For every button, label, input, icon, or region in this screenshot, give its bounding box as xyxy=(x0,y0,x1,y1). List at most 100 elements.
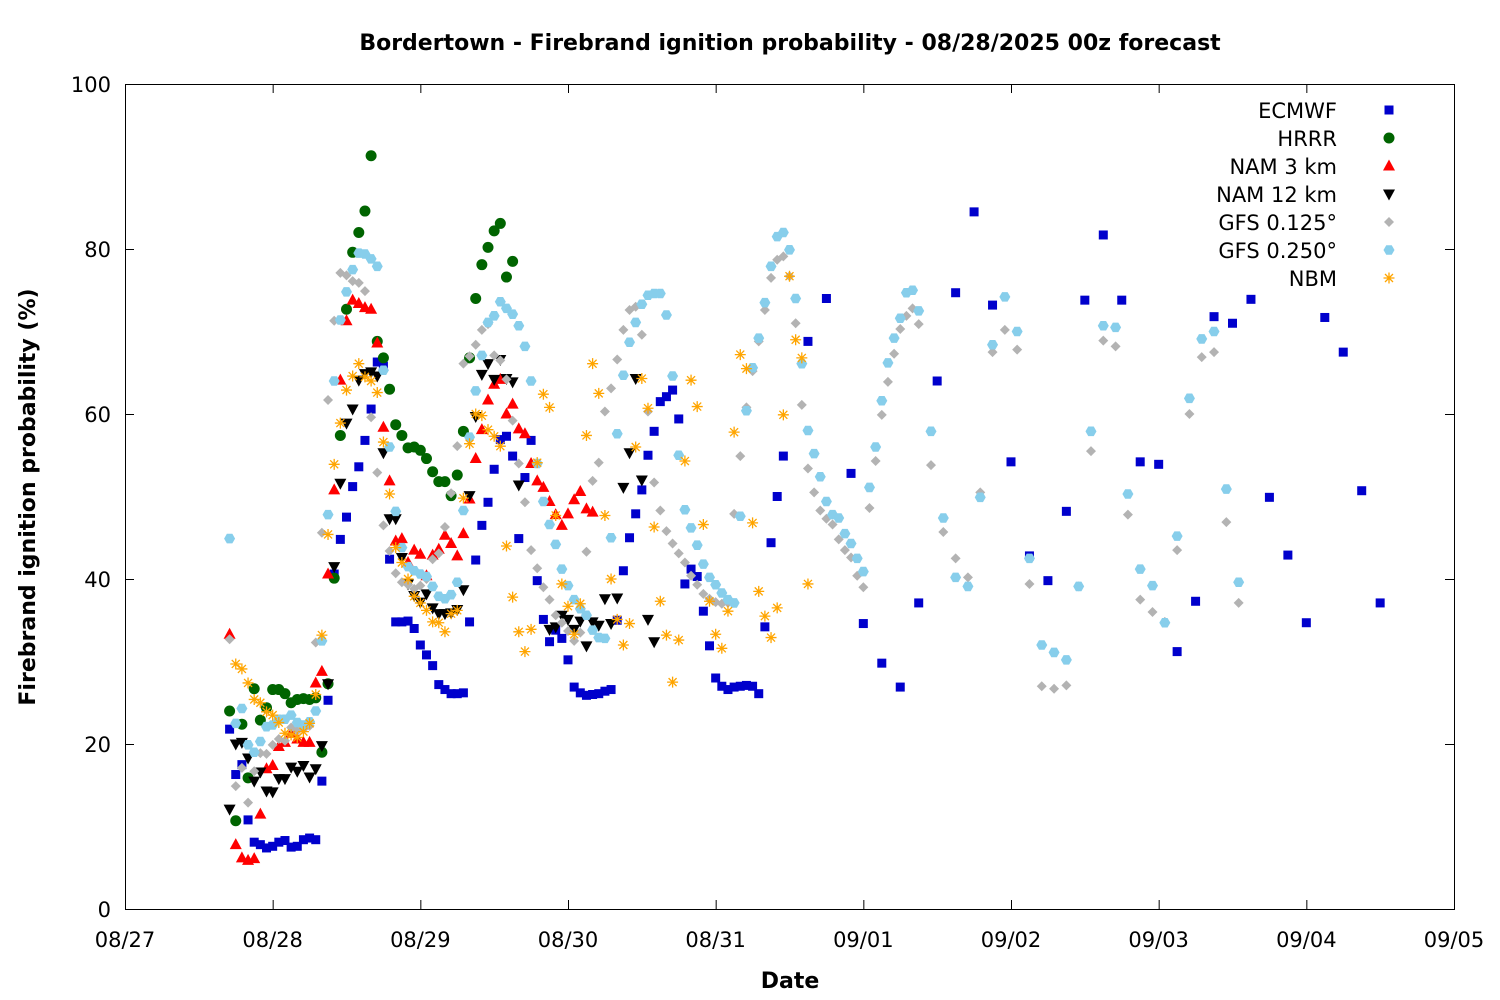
data-point xyxy=(396,429,408,441)
data-point xyxy=(334,478,347,490)
legend: ECMWF HRRR NAM 3 km NAM 12 km GFS 0.125° GFS … xyxy=(1216,99,1395,291)
data-point xyxy=(679,557,690,568)
data-point xyxy=(1011,326,1023,337)
data-point xyxy=(310,706,322,716)
data-point xyxy=(316,629,328,641)
data-point xyxy=(254,714,266,726)
data-point xyxy=(1012,344,1023,355)
data-point xyxy=(951,288,961,298)
legend-label: HRRR xyxy=(1277,127,1337,151)
data-point xyxy=(617,370,629,380)
data-point xyxy=(514,534,524,544)
data-point xyxy=(858,582,869,593)
data-point xyxy=(697,519,709,531)
data-point xyxy=(483,497,493,507)
series-hrrr xyxy=(224,150,519,827)
x-tick-label: 09/02 xyxy=(981,928,1042,952)
data-point xyxy=(876,409,887,420)
series-nbm xyxy=(230,270,814,743)
x-tick-label: 09/04 xyxy=(1276,928,1337,952)
data-point xyxy=(273,717,285,729)
data-point xyxy=(759,305,770,316)
data-point xyxy=(600,686,610,696)
data-point xyxy=(334,315,346,325)
data-point xyxy=(500,271,512,283)
data-point xyxy=(544,401,556,413)
data-point xyxy=(705,641,715,651)
y-tick-label: 0 xyxy=(98,898,111,922)
data-point xyxy=(286,842,296,852)
data-point xyxy=(470,408,482,420)
data-point xyxy=(611,613,623,625)
data-point xyxy=(285,729,297,741)
data-point xyxy=(428,661,438,671)
data-point xyxy=(710,580,722,590)
data-point xyxy=(242,740,254,750)
data-point xyxy=(323,394,334,405)
data-point xyxy=(223,804,236,816)
data-point xyxy=(297,760,310,772)
data-point xyxy=(962,572,973,583)
data-point xyxy=(870,442,882,452)
data-point xyxy=(631,509,641,519)
data-point xyxy=(790,334,802,346)
data-point xyxy=(482,359,495,371)
data-point xyxy=(427,554,438,565)
data-point xyxy=(679,455,691,467)
data-point xyxy=(236,703,248,714)
data-point xyxy=(470,386,482,396)
data-point xyxy=(476,350,488,361)
data-point xyxy=(341,287,352,297)
data-point xyxy=(291,731,303,743)
data-point xyxy=(464,351,475,362)
data-point xyxy=(457,492,469,504)
data-point xyxy=(291,766,304,778)
data-point xyxy=(569,635,580,646)
data-point xyxy=(654,288,666,299)
data-point xyxy=(457,585,470,597)
data-point xyxy=(254,736,266,747)
data-point xyxy=(445,608,457,620)
data-point xyxy=(599,633,611,644)
data-point xyxy=(266,758,279,770)
data-point xyxy=(1233,577,1245,588)
data-point xyxy=(223,627,236,639)
data-point xyxy=(501,374,512,385)
data-point xyxy=(458,688,468,698)
data-point xyxy=(365,302,378,314)
data-point xyxy=(1085,426,1097,437)
data-point xyxy=(716,588,728,598)
data-point xyxy=(907,285,919,296)
data-point xyxy=(1208,326,1220,337)
data-point xyxy=(618,566,628,576)
data-point xyxy=(322,509,334,520)
data-point xyxy=(1191,596,1201,606)
data-point xyxy=(592,620,605,632)
data-point xyxy=(1135,594,1146,605)
data-point xyxy=(938,526,949,537)
data-point xyxy=(974,492,986,503)
data-point xyxy=(623,448,636,460)
data-point xyxy=(1171,531,1183,541)
data-point xyxy=(236,663,248,675)
data-point xyxy=(224,533,236,544)
data-point xyxy=(1246,294,1256,304)
data-point xyxy=(605,532,617,543)
data-point xyxy=(538,582,549,593)
data-point xyxy=(593,457,604,468)
data-point xyxy=(765,632,777,644)
data-point xyxy=(588,690,598,699)
data-point xyxy=(365,150,377,162)
data-point xyxy=(1110,341,1121,352)
data-point xyxy=(654,595,666,607)
data-point xyxy=(809,487,820,498)
data-point xyxy=(562,614,574,626)
data-point xyxy=(839,528,851,539)
data-point xyxy=(808,448,820,459)
data-point xyxy=(580,610,592,621)
data-point xyxy=(988,300,998,310)
data-point xyxy=(636,373,648,385)
data-point xyxy=(717,681,727,691)
data-point xyxy=(660,310,672,320)
data-point xyxy=(519,341,531,352)
